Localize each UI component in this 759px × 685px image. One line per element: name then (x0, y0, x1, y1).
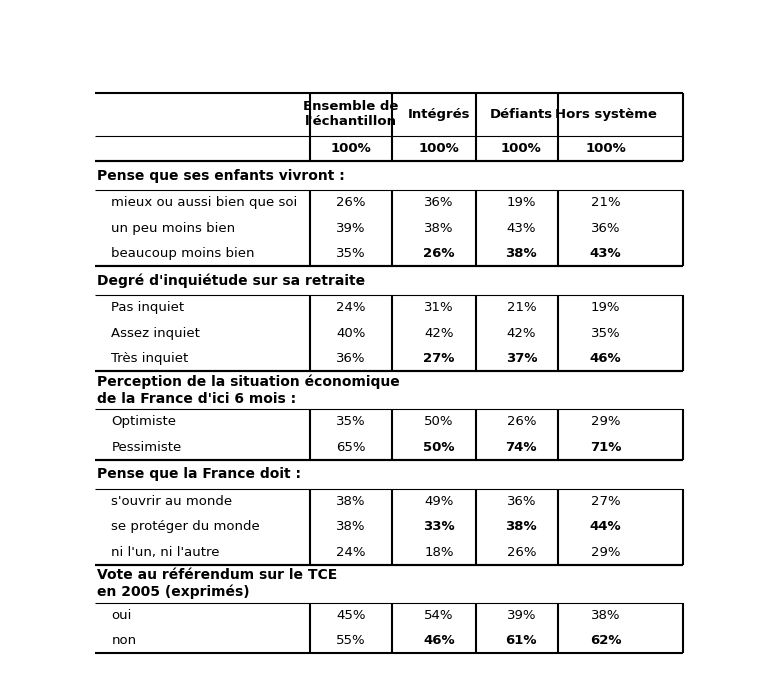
Text: 19%: 19% (591, 301, 620, 314)
Text: 100%: 100% (501, 142, 542, 155)
Text: 45%: 45% (336, 609, 366, 622)
Text: oui: oui (112, 609, 132, 622)
Text: 26%: 26% (506, 546, 536, 559)
Text: Vote au référendum sur le TCE
en 2005 (exprimés): Vote au référendum sur le TCE en 2005 (e… (96, 569, 337, 599)
Text: Ensemble de
l'échantillon: Ensemble de l'échantillon (303, 101, 398, 128)
Text: 43%: 43% (506, 222, 536, 235)
Text: 26%: 26% (424, 247, 455, 260)
Text: 26%: 26% (506, 415, 536, 428)
Text: 61%: 61% (505, 634, 537, 647)
Text: 38%: 38% (336, 495, 366, 508)
Text: 100%: 100% (585, 142, 626, 155)
Text: 49%: 49% (424, 495, 454, 508)
Text: 29%: 29% (591, 415, 620, 428)
Text: 50%: 50% (424, 440, 455, 453)
Text: 42%: 42% (506, 327, 536, 340)
Text: un peu moins bien: un peu moins bien (112, 222, 235, 235)
Text: Intégrés: Intégrés (408, 108, 471, 121)
Text: 38%: 38% (424, 222, 454, 235)
Text: 44%: 44% (590, 521, 622, 534)
Text: Perception de la situation économique
de la France d'ici 6 mois :: Perception de la situation économique de… (96, 375, 399, 406)
Text: 24%: 24% (336, 301, 366, 314)
Text: Degré d'inquiétude sur sa retraite: Degré d'inquiétude sur sa retraite (96, 273, 365, 288)
Text: 33%: 33% (424, 521, 455, 534)
Text: 29%: 29% (591, 546, 620, 559)
Text: 18%: 18% (424, 546, 454, 559)
Text: Optimiste: Optimiste (112, 415, 176, 428)
Text: Très inquiet: Très inquiet (112, 352, 188, 365)
Text: 37%: 37% (505, 352, 537, 365)
Text: 43%: 43% (590, 247, 622, 260)
Text: 36%: 36% (591, 222, 620, 235)
Text: se protéger du monde: se protéger du monde (112, 521, 260, 534)
Text: Pessimiste: Pessimiste (112, 440, 181, 453)
Text: 35%: 35% (336, 415, 366, 428)
Text: 55%: 55% (336, 634, 366, 647)
Text: 26%: 26% (336, 197, 366, 210)
Text: Défiants: Défiants (490, 108, 553, 121)
Text: 38%: 38% (505, 247, 537, 260)
Text: 31%: 31% (424, 301, 454, 314)
Text: Pas inquiet: Pas inquiet (112, 301, 184, 314)
Text: non: non (112, 634, 137, 647)
Text: 27%: 27% (591, 495, 620, 508)
Text: 19%: 19% (506, 197, 536, 210)
Text: 38%: 38% (336, 521, 366, 534)
Text: 40%: 40% (336, 327, 365, 340)
Text: beaucoup moins bien: beaucoup moins bien (112, 247, 255, 260)
Text: 27%: 27% (424, 352, 455, 365)
Text: 46%: 46% (590, 352, 622, 365)
Text: 100%: 100% (419, 142, 459, 155)
Text: 36%: 36% (424, 197, 454, 210)
Text: 21%: 21% (506, 301, 536, 314)
Text: 39%: 39% (506, 609, 536, 622)
Text: s'ouvrir au monde: s'ouvrir au monde (112, 495, 232, 508)
Text: 54%: 54% (424, 609, 454, 622)
Text: Pense que la France doit :: Pense que la France doit : (96, 467, 301, 482)
Text: 36%: 36% (506, 495, 536, 508)
Text: ni l'un, ni l'autre: ni l'un, ni l'autre (112, 546, 220, 559)
Text: Hors système: Hors système (555, 108, 657, 121)
Text: 62%: 62% (590, 634, 621, 647)
Text: 65%: 65% (336, 440, 366, 453)
Text: Assez inquiet: Assez inquiet (112, 327, 200, 340)
Text: mieux ou aussi bien que soi: mieux ou aussi bien que soi (112, 197, 298, 210)
Text: 35%: 35% (336, 247, 366, 260)
Text: 24%: 24% (336, 546, 366, 559)
Text: 21%: 21% (591, 197, 620, 210)
Text: 38%: 38% (591, 609, 620, 622)
Text: 50%: 50% (424, 415, 454, 428)
Text: 35%: 35% (591, 327, 620, 340)
Text: 71%: 71% (590, 440, 621, 453)
Text: Pense que ses enfants vivront :: Pense que ses enfants vivront : (96, 169, 345, 183)
Text: 74%: 74% (505, 440, 537, 453)
Text: 36%: 36% (336, 352, 366, 365)
Text: 46%: 46% (424, 634, 455, 647)
Text: 42%: 42% (424, 327, 454, 340)
Text: 100%: 100% (330, 142, 371, 155)
Text: 39%: 39% (336, 222, 366, 235)
Text: 38%: 38% (505, 521, 537, 534)
